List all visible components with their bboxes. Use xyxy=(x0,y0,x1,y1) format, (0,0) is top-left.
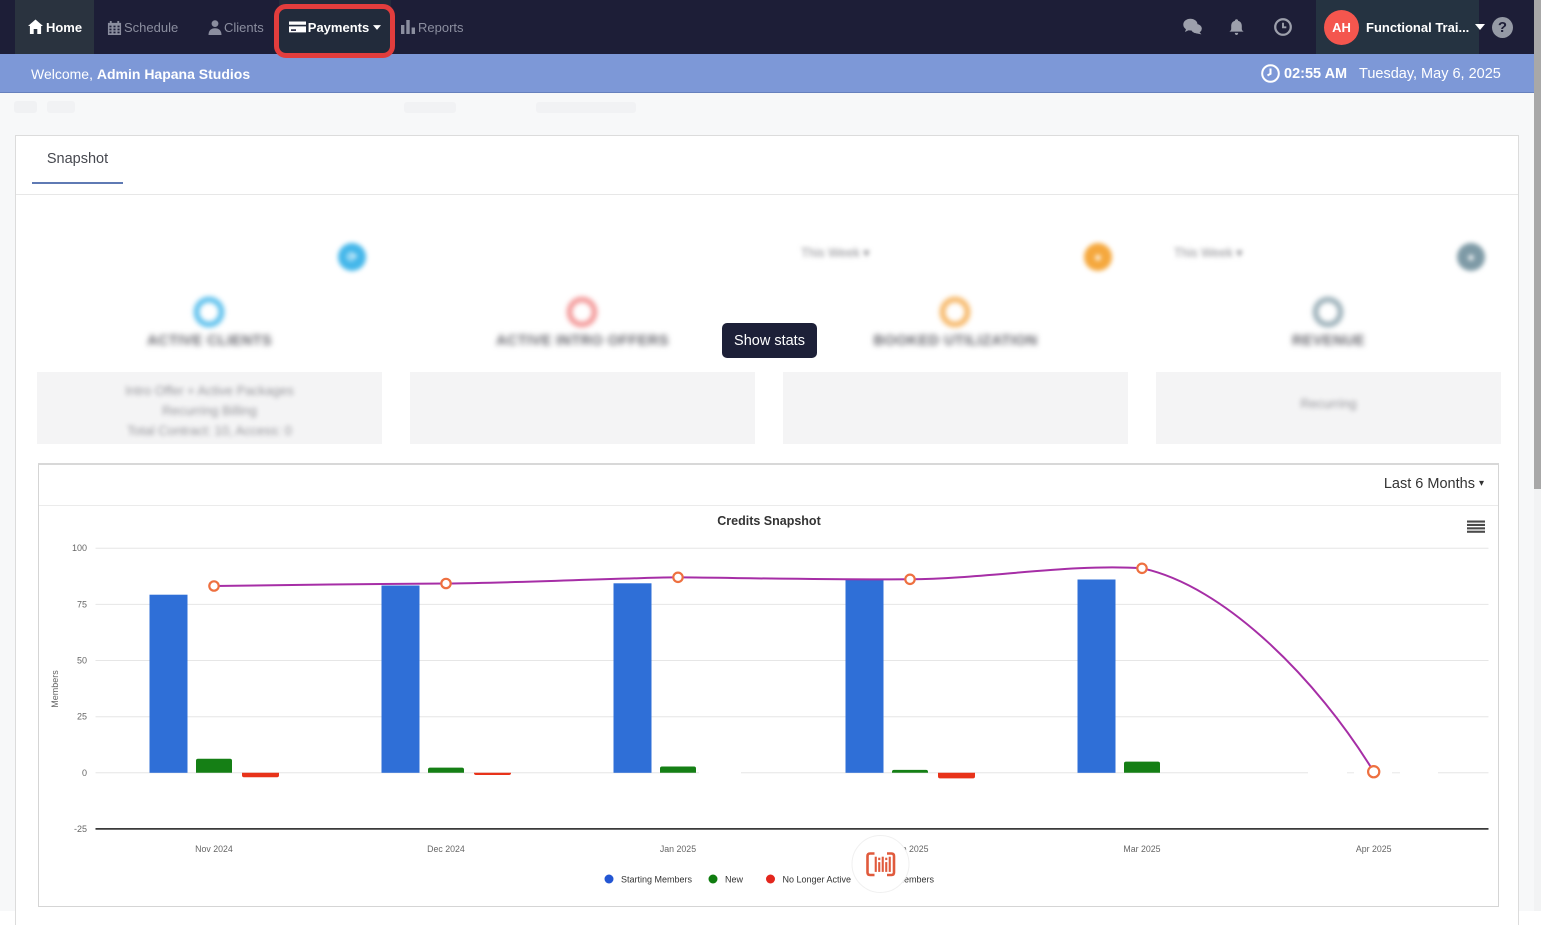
svg-text:0: 0 xyxy=(82,768,87,778)
svg-text:50: 50 xyxy=(77,656,87,666)
svg-text:Credits Snapshot: Credits Snapshot xyxy=(717,514,821,528)
svg-text:Starting Members: Starting Members xyxy=(621,875,693,885)
svg-text:Mar 2025: Mar 2025 xyxy=(1123,844,1160,854)
svg-text:New: New xyxy=(725,875,744,885)
svg-text:75: 75 xyxy=(77,599,87,609)
svg-text:Feb 2025: Feb 2025 xyxy=(891,844,928,854)
svg-text:100: 100 xyxy=(72,543,87,553)
svg-text:Apr 2025: Apr 2025 xyxy=(1356,844,1392,854)
svg-text:Jan 2025: Jan 2025 xyxy=(660,844,696,854)
svg-text:Dec 2024: Dec 2024 xyxy=(427,844,465,854)
svg-text:25: 25 xyxy=(77,712,87,722)
svg-text:Nov 2024: Nov 2024 xyxy=(195,844,233,854)
svg-text:-25: -25 xyxy=(74,824,87,834)
svg-text:Members: Members xyxy=(50,670,60,708)
svg-text:No Longer Active: No Longer Active xyxy=(783,875,852,885)
